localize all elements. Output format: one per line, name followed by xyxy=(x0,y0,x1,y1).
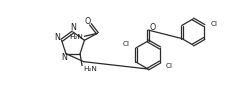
Text: N: N xyxy=(70,23,76,32)
Text: H₂N: H₂N xyxy=(83,66,96,72)
Text: Cl: Cl xyxy=(122,41,129,47)
Text: O: O xyxy=(149,23,155,32)
Text: Cl: Cl xyxy=(165,63,172,69)
Text: O: O xyxy=(84,17,90,26)
Text: N: N xyxy=(54,33,60,42)
Text: N: N xyxy=(61,53,67,62)
Text: Cl: Cl xyxy=(210,21,217,26)
Text: H₂N: H₂N xyxy=(69,34,83,40)
